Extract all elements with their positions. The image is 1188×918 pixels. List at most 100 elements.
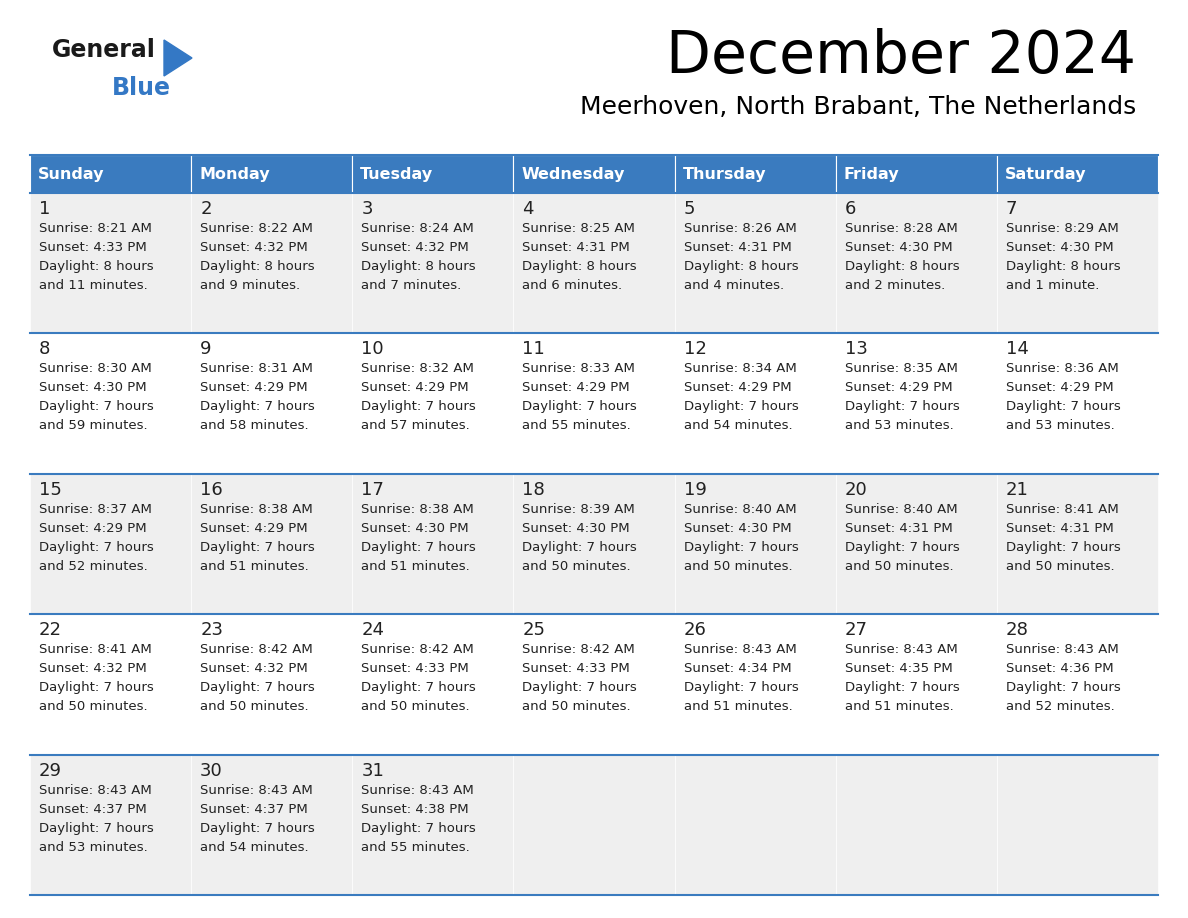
Text: and 55 minutes.: and 55 minutes. — [523, 420, 631, 432]
Bar — [353, 193, 513, 333]
Bar — [675, 155, 835, 193]
Text: and 51 minutes.: and 51 minutes. — [845, 700, 954, 713]
Text: and 4 minutes.: and 4 minutes. — [683, 279, 784, 292]
Text: Sunrise: 8:43 AM: Sunrise: 8:43 AM — [200, 784, 312, 797]
Text: Daylight: 7 hours: Daylight: 7 hours — [1006, 400, 1120, 413]
Text: Sunrise: 8:26 AM: Sunrise: 8:26 AM — [683, 222, 796, 235]
Text: 9: 9 — [200, 341, 211, 358]
Text: 23: 23 — [200, 621, 223, 639]
Text: Sunset: 4:31 PM: Sunset: 4:31 PM — [683, 241, 791, 254]
Text: Sunset: 4:30 PM: Sunset: 4:30 PM — [361, 521, 469, 535]
Text: 20: 20 — [845, 481, 867, 498]
Bar — [835, 474, 997, 614]
Bar — [513, 614, 675, 755]
Text: Sunrise: 8:22 AM: Sunrise: 8:22 AM — [200, 222, 312, 235]
Text: Sunset: 4:32 PM: Sunset: 4:32 PM — [200, 662, 308, 676]
Text: 28: 28 — [1006, 621, 1029, 639]
Bar — [191, 614, 353, 755]
Text: and 6 minutes.: and 6 minutes. — [523, 279, 623, 292]
Bar — [675, 193, 835, 333]
Text: Daylight: 8 hours: Daylight: 8 hours — [1006, 260, 1120, 273]
Text: Sunrise: 8:33 AM: Sunrise: 8:33 AM — [523, 363, 636, 375]
Text: 1: 1 — [39, 200, 50, 218]
Text: Sunset: 4:29 PM: Sunset: 4:29 PM — [200, 381, 308, 395]
Text: Sunrise: 8:21 AM: Sunrise: 8:21 AM — [39, 222, 152, 235]
Text: Sunrise: 8:43 AM: Sunrise: 8:43 AM — [845, 644, 958, 656]
Bar — [997, 614, 1158, 755]
Text: Daylight: 7 hours: Daylight: 7 hours — [1006, 541, 1120, 554]
Bar — [835, 755, 997, 895]
Text: Daylight: 7 hours: Daylight: 7 hours — [523, 681, 637, 694]
Bar — [997, 474, 1158, 614]
Text: Sunrise: 8:35 AM: Sunrise: 8:35 AM — [845, 363, 958, 375]
Text: and 52 minutes.: and 52 minutes. — [39, 560, 147, 573]
Bar — [513, 193, 675, 333]
Text: 8: 8 — [39, 341, 50, 358]
Text: and 54 minutes.: and 54 minutes. — [200, 841, 309, 854]
Text: Sunrise: 8:30 AM: Sunrise: 8:30 AM — [39, 363, 152, 375]
Bar — [997, 333, 1158, 474]
Text: and 50 minutes.: and 50 minutes. — [523, 700, 631, 713]
Text: Sunset: 4:36 PM: Sunset: 4:36 PM — [1006, 662, 1113, 676]
Text: and 50 minutes.: and 50 minutes. — [523, 560, 631, 573]
Bar — [191, 333, 353, 474]
Text: Sunset: 4:29 PM: Sunset: 4:29 PM — [200, 521, 308, 535]
Bar — [30, 155, 191, 193]
Text: Wednesday: Wednesday — [522, 166, 625, 182]
Text: December 2024: December 2024 — [666, 28, 1136, 85]
Text: Sunrise: 8:37 AM: Sunrise: 8:37 AM — [39, 503, 152, 516]
Text: Sunset: 4:33 PM: Sunset: 4:33 PM — [523, 662, 630, 676]
Polygon shape — [164, 40, 192, 76]
Bar — [835, 155, 997, 193]
Text: and 57 minutes.: and 57 minutes. — [361, 420, 470, 432]
Text: Sunrise: 8:38 AM: Sunrise: 8:38 AM — [200, 503, 312, 516]
Text: 17: 17 — [361, 481, 384, 498]
Text: 30: 30 — [200, 762, 223, 779]
Text: and 9 minutes.: and 9 minutes. — [200, 279, 301, 292]
Text: Daylight: 7 hours: Daylight: 7 hours — [200, 822, 315, 834]
Text: and 1 minute.: and 1 minute. — [1006, 279, 1099, 292]
Text: and 7 minutes.: and 7 minutes. — [361, 279, 461, 292]
Text: 31: 31 — [361, 762, 384, 779]
Text: Sunset: 4:37 PM: Sunset: 4:37 PM — [39, 802, 147, 815]
Text: Daylight: 7 hours: Daylight: 7 hours — [200, 541, 315, 554]
Text: 22: 22 — [39, 621, 62, 639]
Bar — [191, 155, 353, 193]
Text: Sunset: 4:30 PM: Sunset: 4:30 PM — [39, 381, 146, 395]
Text: Sunset: 4:31 PM: Sunset: 4:31 PM — [523, 241, 630, 254]
Bar — [997, 193, 1158, 333]
Text: Daylight: 7 hours: Daylight: 7 hours — [39, 541, 153, 554]
Text: Daylight: 7 hours: Daylight: 7 hours — [683, 681, 798, 694]
Text: and 50 minutes.: and 50 minutes. — [39, 700, 147, 713]
Bar — [191, 193, 353, 333]
Text: 2: 2 — [200, 200, 211, 218]
Text: Sunset: 4:32 PM: Sunset: 4:32 PM — [39, 662, 147, 676]
Text: Sunset: 4:30 PM: Sunset: 4:30 PM — [523, 521, 630, 535]
Text: Sunrise: 8:43 AM: Sunrise: 8:43 AM — [683, 644, 796, 656]
Text: 5: 5 — [683, 200, 695, 218]
Text: Daylight: 7 hours: Daylight: 7 hours — [523, 400, 637, 413]
Bar — [675, 474, 835, 614]
Text: and 59 minutes.: and 59 minutes. — [39, 420, 147, 432]
Text: Sunset: 4:30 PM: Sunset: 4:30 PM — [1006, 241, 1113, 254]
Bar — [191, 474, 353, 614]
Text: Sunrise: 8:40 AM: Sunrise: 8:40 AM — [683, 503, 796, 516]
Text: Daylight: 7 hours: Daylight: 7 hours — [39, 400, 153, 413]
Text: 12: 12 — [683, 341, 707, 358]
Text: and 51 minutes.: and 51 minutes. — [683, 700, 792, 713]
Text: and 58 minutes.: and 58 minutes. — [200, 420, 309, 432]
Text: 3: 3 — [361, 200, 373, 218]
Text: 15: 15 — [39, 481, 62, 498]
Text: and 50 minutes.: and 50 minutes. — [361, 700, 470, 713]
Text: 4: 4 — [523, 200, 533, 218]
Text: Daylight: 7 hours: Daylight: 7 hours — [39, 681, 153, 694]
Text: Daylight: 7 hours: Daylight: 7 hours — [683, 400, 798, 413]
Bar — [30, 474, 191, 614]
Text: and 53 minutes.: and 53 minutes. — [39, 841, 147, 854]
Text: Sunset: 4:38 PM: Sunset: 4:38 PM — [361, 802, 469, 815]
Text: Daylight: 7 hours: Daylight: 7 hours — [361, 681, 476, 694]
Text: 19: 19 — [683, 481, 707, 498]
Text: Sunday: Sunday — [38, 166, 105, 182]
Bar — [675, 755, 835, 895]
Text: and 11 minutes.: and 11 minutes. — [39, 279, 147, 292]
